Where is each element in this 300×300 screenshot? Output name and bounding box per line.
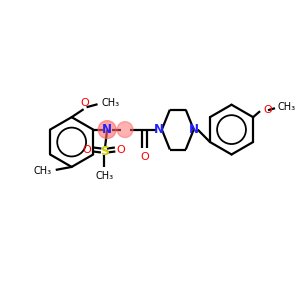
Circle shape xyxy=(98,121,116,139)
Text: N: N xyxy=(154,123,164,136)
Text: O: O xyxy=(263,105,272,115)
Text: N: N xyxy=(189,123,199,136)
Text: O: O xyxy=(83,145,92,154)
Text: O: O xyxy=(141,152,149,163)
Text: CH₃: CH₃ xyxy=(95,171,113,182)
Text: CH₃: CH₃ xyxy=(278,102,296,112)
Text: CH₃: CH₃ xyxy=(101,98,120,108)
Text: CH₃: CH₃ xyxy=(34,166,52,176)
Text: S: S xyxy=(100,145,109,158)
Circle shape xyxy=(117,122,133,138)
Text: N: N xyxy=(102,123,112,136)
Text: O: O xyxy=(117,145,125,154)
Text: O: O xyxy=(80,98,89,108)
